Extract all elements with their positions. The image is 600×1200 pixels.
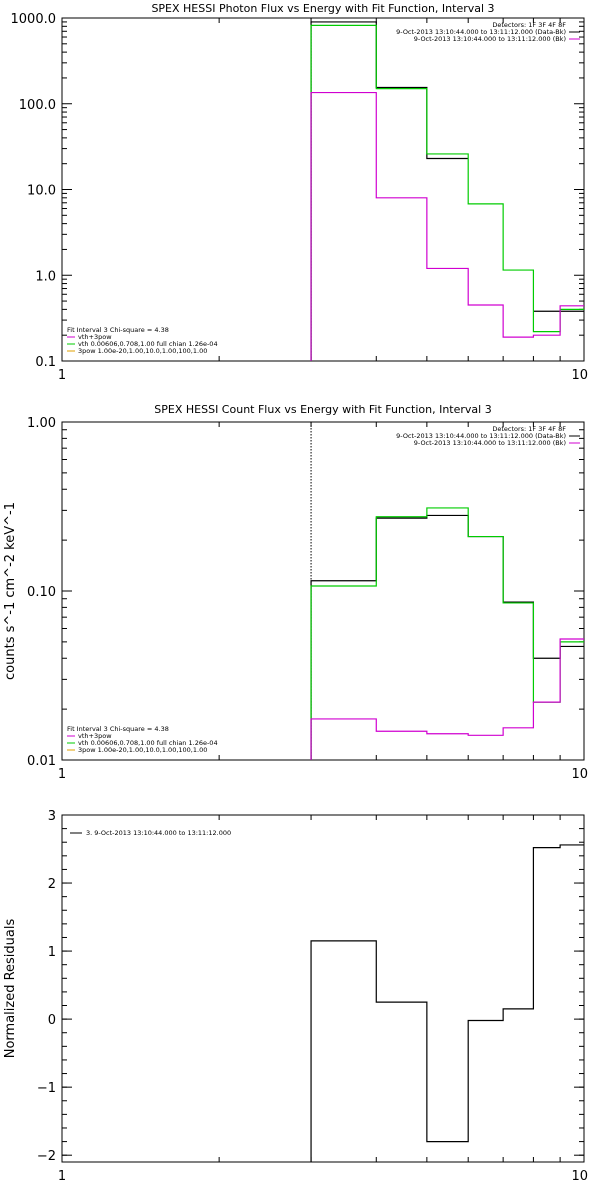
chart-3-plot-frame	[61, 814, 585, 1163]
chart-3-ytick-label: −2	[37, 1149, 56, 1164]
chart-2-series-vth-3pow	[310, 507, 584, 760]
chart-2-legend-tr-text: 9-Oct-2013 13:10:44.000 to 13:11:12.000 …	[414, 439, 566, 447]
chart-1-series-vth-3pow	[310, 24, 584, 361]
chart-1-ytick-label: 1.0	[35, 269, 56, 284]
chart-3-xtick-label: 1	[58, 1169, 66, 1184]
chart-2-xtick-label: 10	[571, 767, 588, 782]
chart-1-ytick-label: 100.0	[19, 98, 56, 113]
chart-3-ytick-label: 2	[48, 877, 56, 892]
chart-2-legend-bl-text: Fit Interval 3 Chi-square = 4.38	[67, 725, 169, 733]
chart-2-ytick-label: 0.10	[27, 585, 56, 600]
chart-1-xtick-label: 10	[571, 368, 588, 383]
chart-3-ytick-label: 0	[48, 1013, 56, 1028]
chart-2-ytick-label: 1.00	[27, 416, 56, 431]
chart-1-ytick-label: 10.0	[27, 184, 56, 199]
chart-3-ylabel: Normalized Residuals	[3, 919, 18, 1059]
chart-2-xtick-label: 1	[58, 767, 66, 782]
chart-3-ytick-label: 1	[48, 945, 56, 960]
chart-2-legend-tr-text: Detectors: 1F 3F 4F 8F	[492, 425, 566, 433]
chart-2-legend-bl-text: vth+3pow	[78, 732, 112, 740]
chart-2-series-data-bk	[310, 514, 584, 760]
chart-1-legend-bl-text: 3pow 1.00e-20,1.00,10.0,1.00,100,1.00	[78, 347, 207, 355]
chart-3-legend-tl-text: 3. 9-Oct-2013 13:10:44.000 to 13:11:12.0…	[86, 829, 231, 837]
chart-3-series-residual	[310, 844, 584, 1162]
chart-2-legend-tr-text: 9-Oct-2013 13:10:44.000 to 13:11:12.000 …	[396, 432, 566, 440]
chart-1-legend-tr-text: Detectors: 1F 3F 4F 8F	[492, 21, 566, 29]
chart-1-title: SPEX HESSI Photon Flux vs Energy with Fi…	[151, 2, 494, 15]
chart-1-ytick-label: 0.1	[35, 355, 56, 370]
chart-3-ytick-label: 3	[48, 809, 56, 824]
chart-1-legend-tr-text: 9-Oct-2013 13:10:44.000 to 13:11:12.000 …	[414, 35, 566, 43]
chart-2-legend-bl-text: 3pow 1.00e-20,1.00,10.0,1.00,100,1.00	[78, 746, 207, 754]
chart-2-series-bk	[310, 638, 584, 760]
chart-1-xtick-label: 1	[58, 368, 66, 383]
chart-1-ytick-label: 1000.0	[11, 12, 57, 27]
chart-2-legend-bl-text: vth 0.00606,0.708,1.00 full chian 1.26e-…	[78, 739, 218, 747]
chart-3-xtick-label: 10	[571, 1169, 588, 1184]
chart-1-plot-frame	[61, 17, 585, 362]
chart-1-series-bk	[310, 91, 584, 361]
chart-1-legend-bl-text: vth 0.00606,0.708,1.00 full chian 1.26e-…	[78, 340, 218, 348]
chart-1-legend-tr-text: 9-Oct-2013 13:10:44.000 to 13:11:12.000 …	[396, 28, 566, 36]
chart-2-plot-frame	[61, 421, 585, 761]
chart-2-ylabel: counts s^-1 cm^-2 keV^-1	[3, 502, 18, 680]
chart-1-series-data-bk	[310, 21, 584, 361]
chart-3-ytick-label: −1	[37, 1081, 56, 1096]
chart-2-title: SPEX HESSI Count Flux vs Energy with Fit…	[154, 403, 491, 416]
chart-1-legend-bl-text: Fit Interval 3 Chi-square = 4.38	[67, 326, 169, 334]
chart-1-legend-bl-text: vth+3pow	[78, 333, 112, 341]
chart-2-ytick-label: 0.01	[27, 754, 56, 769]
